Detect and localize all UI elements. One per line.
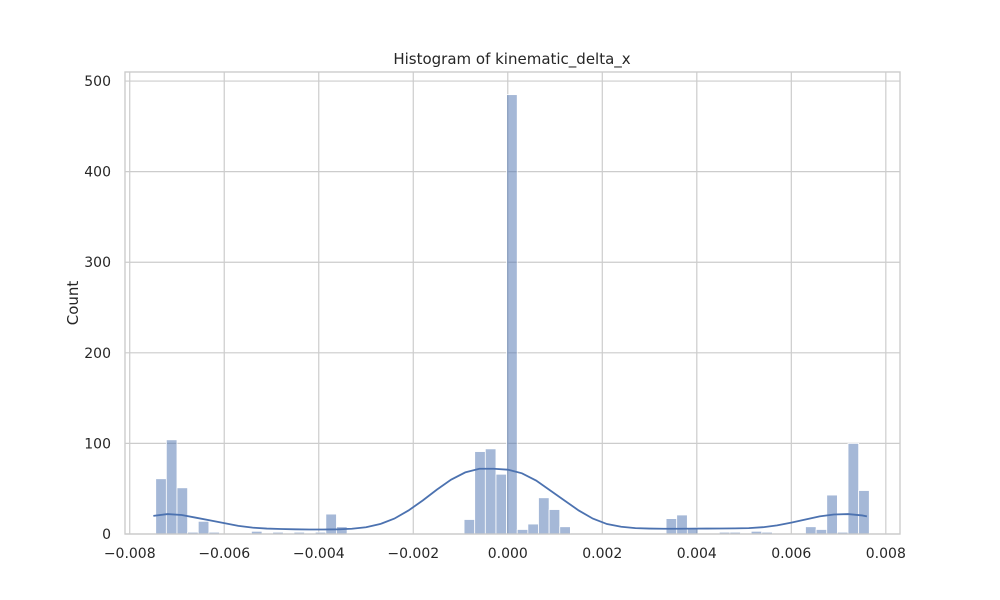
histogram-bar	[527, 523, 539, 535]
y-axis-ticks: 0 100 200 300 400 500	[84, 74, 111, 543]
histogram-bar	[665, 518, 678, 535]
histogram-bar	[548, 509, 561, 535]
y-axis-label: Count	[64, 281, 82, 326]
histogram-bar	[538, 497, 550, 535]
x-tick-label: −0.006	[198, 546, 250, 562]
x-axis-ticks: −0.008 −0.006 −0.004 −0.002 0.000 0.002 0.004 0…	[104, 546, 906, 562]
histogram-bar	[676, 514, 688, 535]
y-tick-label: 300	[84, 255, 111, 271]
x-tick-label: 0.004	[677, 546, 717, 562]
histogram-bar	[847, 443, 860, 535]
plot-frame	[124, 71, 901, 535]
histogram-bar	[197, 520, 210, 535]
kde-curve	[153, 467, 868, 531]
x-tick-label: 0.006	[771, 546, 811, 562]
histogram-bar	[858, 490, 870, 535]
histogram-bar	[506, 94, 518, 535]
y-tick-label: 100	[84, 436, 111, 452]
histogram-bar	[463, 519, 476, 535]
y-tick-label: 200	[84, 346, 111, 362]
x-tick-label: 0.008	[866, 546, 906, 562]
histogram-bar	[176, 487, 189, 535]
y-tick-label: 0	[102, 527, 111, 543]
x-tick-label: −0.004	[293, 546, 345, 562]
chart-title: Histogram of kinematic_delta_x	[393, 50, 630, 69]
x-tick-label: −0.002	[387, 546, 439, 562]
histogram-bar	[325, 513, 337, 535]
x-tick-label: 0.000	[488, 546, 528, 562]
histogram-bar	[165, 439, 178, 535]
histogram-bar	[559, 526, 571, 535]
histogram-bar	[495, 473, 507, 535]
y-tick-label: 500	[84, 74, 111, 90]
histogram-bar	[155, 478, 167, 535]
histogram-bar	[484, 448, 497, 535]
histogram-bar	[336, 526, 348, 535]
y-tick-label: 400	[84, 165, 111, 181]
histogram-bars	[155, 94, 870, 535]
x-tick-label: 0.002	[582, 546, 622, 562]
histogram-bar	[805, 526, 817, 535]
x-tick-label: −0.008	[104, 546, 156, 562]
histogram-bar	[474, 451, 486, 535]
